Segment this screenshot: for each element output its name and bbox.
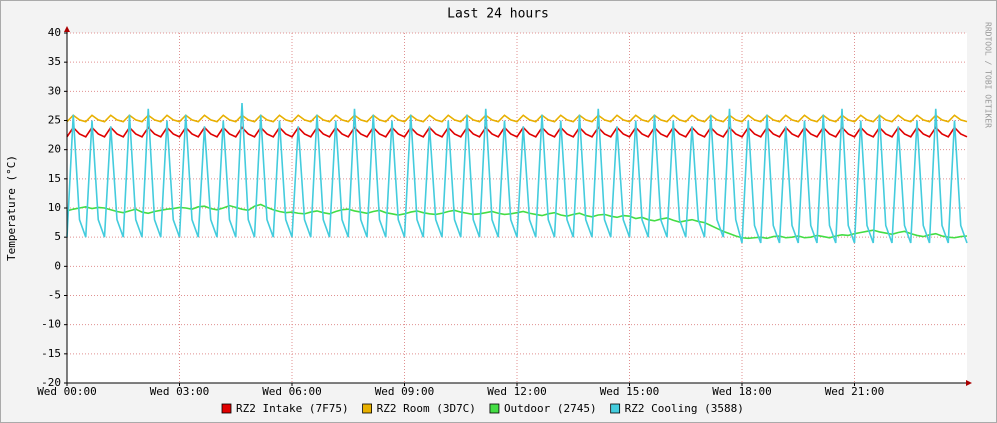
- y-tick-label: 15: [48, 172, 61, 185]
- y-tick-label: 35: [48, 55, 61, 68]
- x-tick-label: Wed 03:00: [150, 385, 210, 398]
- legend-label: RZ2 Room (3D7C): [377, 402, 476, 415]
- legend-swatch: [362, 403, 372, 414]
- legend-swatch: [610, 403, 621, 414]
- lines: [66, 102, 968, 244]
- x-tick-label: Wed 21:00: [825, 385, 885, 398]
- legend-label: RZ2 Cooling (3588): [625, 402, 744, 415]
- series-line: [66, 102, 968, 244]
- legend-label: RZ2 Intake (7F75): [236, 402, 349, 415]
- x-tick-label: Wed 09:00: [375, 385, 435, 398]
- y-tick-label: 5: [54, 230, 61, 243]
- y-tick-label: 10: [48, 201, 61, 214]
- y-tick-label: -10: [41, 318, 61, 331]
- chart-title: Last 24 hours: [447, 7, 549, 22]
- x-tick-label: Wed 06:00: [262, 385, 322, 398]
- y-tick-label: -5: [48, 289, 61, 302]
- legend-label: Outdoor (2745): [504, 402, 597, 415]
- x-arrow: [966, 380, 972, 386]
- y-tick-label: 0: [54, 259, 61, 272]
- legend-swatch: [489, 403, 500, 414]
- watermark: RRDTOOL / TOBI OETIKER: [984, 22, 993, 128]
- y-tick-label: -15: [41, 347, 61, 360]
- x-tick-label: Wed 15:00: [600, 385, 660, 398]
- series-line: [66, 114, 968, 123]
- series-line: [66, 126, 968, 138]
- y-axis-label: Temperature (°C): [5, 155, 18, 261]
- y-tick-label: 20: [48, 143, 61, 156]
- axes: [64, 26, 972, 386]
- y-tick-label: 40: [48, 26, 61, 39]
- legend-swatch: [221, 403, 232, 414]
- x-tick-label: Wed 18:00: [712, 385, 772, 398]
- y-tick-label: -20: [41, 376, 61, 389]
- y-tick-label: 30: [48, 84, 61, 97]
- legend: RZ2 Intake (7F75) RZ2 Room (3D7C) Outdoor …: [221, 402, 744, 415]
- y-arrow: [64, 26, 70, 32]
- x-tick-label: Wed 12:00: [487, 385, 547, 398]
- y-tick-label: 25: [48, 114, 61, 127]
- x-tick-label: Wed 00:00: [37, 385, 97, 398]
